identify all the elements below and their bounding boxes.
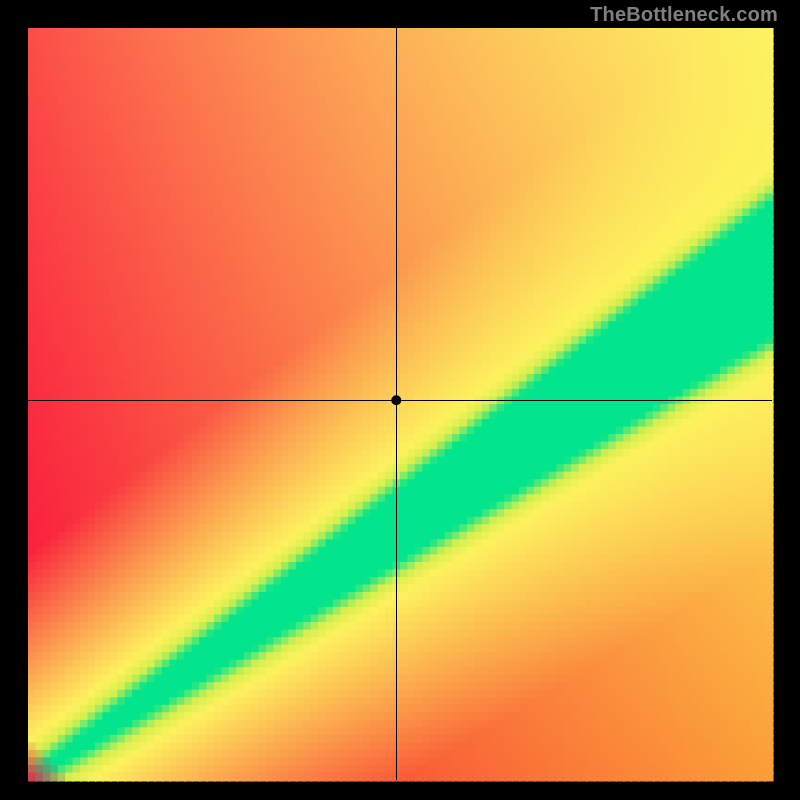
chart-container: TheBottleneck.com (0, 0, 800, 800)
watermark-text: TheBottleneck.com (590, 4, 778, 27)
bottleneck-heatmap (0, 0, 800, 800)
